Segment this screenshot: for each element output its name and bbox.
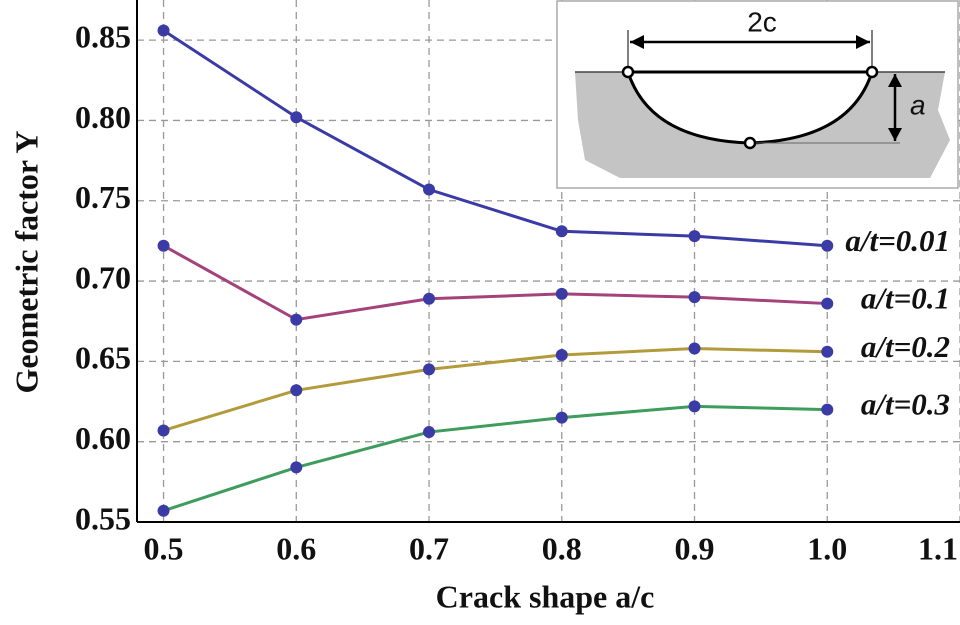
data-point (821, 403, 834, 416)
data-point (688, 400, 701, 413)
data-point (555, 348, 568, 361)
data-point (423, 183, 436, 196)
inset-node (743, 136, 757, 150)
data-point (290, 384, 303, 397)
series-line (162, 29, 828, 248)
y-tick-label: 0.85 (75, 18, 131, 54)
data-point (290, 313, 303, 326)
data-point (157, 24, 170, 37)
data-point (423, 426, 436, 439)
y-tick-label: 0.75 (75, 179, 131, 215)
x-tick-label: 0.6 (276, 530, 316, 566)
data-point (157, 504, 170, 517)
data-point (821, 239, 834, 252)
data-point (555, 287, 568, 300)
data-point (555, 225, 568, 238)
inset-depth-label: a (910, 89, 926, 120)
data-point (821, 345, 834, 358)
series-label: a/t=0.2 (861, 329, 950, 364)
data-point (555, 411, 568, 424)
y-tick-label: 0.70 (75, 259, 131, 295)
x-tick-label: 0.8 (542, 530, 582, 566)
x-tick-label: 0.7 (409, 530, 449, 566)
data-point (290, 461, 303, 474)
x-axis-title: Crack shape a/c (436, 578, 655, 614)
inset-diagram: 2c a (556, 0, 959, 189)
x-tick-label: 0.9 (675, 530, 715, 566)
data-point (423, 292, 436, 305)
series-line (163, 347, 828, 432)
data-point (157, 424, 170, 437)
y-tick-label: 0.80 (75, 99, 131, 135)
x-tick-label: 0.5 (144, 530, 184, 566)
series-label: a/t=0.1 (861, 281, 950, 316)
data-point (157, 239, 170, 252)
x-tick-label: 1.0 (807, 530, 847, 566)
y-axis-title: Geometric factor Y (8, 131, 44, 394)
series-label: a/t=0.3 (861, 387, 950, 422)
data-point (290, 111, 303, 124)
series-line (162, 244, 828, 322)
y-tick-label: 0.65 (75, 340, 131, 376)
inset-node (621, 65, 635, 79)
series-line (163, 404, 828, 513)
data-point (423, 363, 436, 376)
data-point (688, 291, 701, 304)
data-point (821, 297, 834, 310)
inset-width-label: 2c (747, 6, 777, 37)
data-point (688, 230, 701, 243)
data-point (688, 342, 701, 355)
y-tick-label: 0.55 (75, 500, 131, 536)
series-label: a/t=0.01 (845, 223, 950, 258)
inset-node (865, 65, 879, 79)
y-tick-label: 0.60 (75, 420, 131, 456)
x-tick-label: 1.1 (918, 530, 958, 566)
